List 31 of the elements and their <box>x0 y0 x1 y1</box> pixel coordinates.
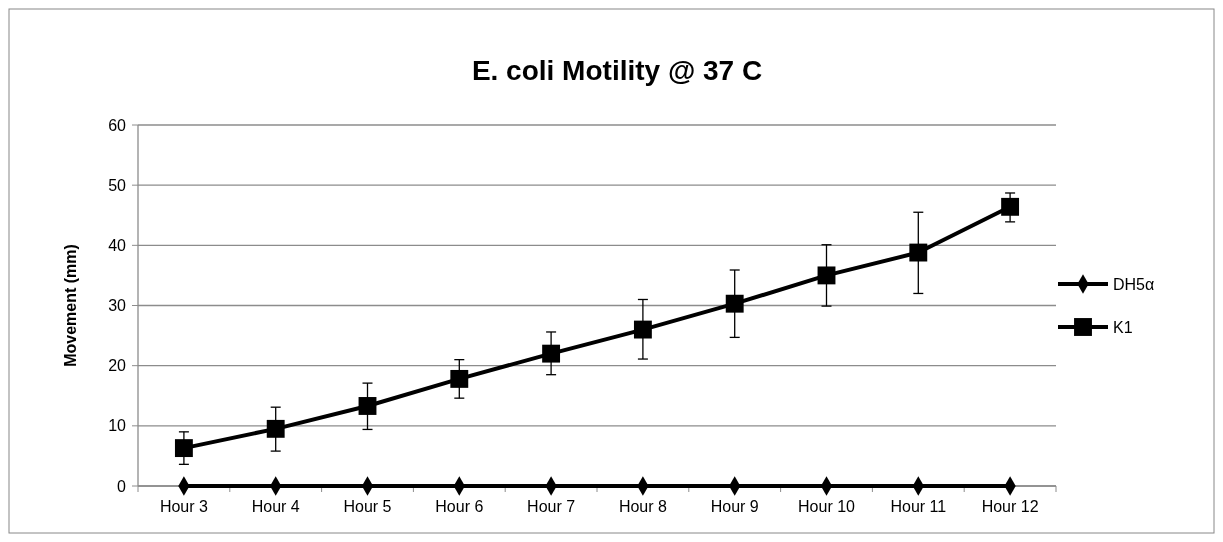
x-tick-label: Hour 8 <box>618 498 668 515</box>
x-tick-label: Hour 11 <box>890 498 947 515</box>
y-tick-label: 20 <box>108 357 127 375</box>
y-tick-label: 0 <box>117 477 127 495</box>
point <box>542 344 561 363</box>
y-tick-label: 40 <box>108 236 127 254</box>
point <box>725 294 744 313</box>
y-tick-label: 10 <box>108 417 127 435</box>
legend-label: K1 <box>1113 318 1133 336</box>
x-tick-label: Hour 7 <box>527 498 576 515</box>
point <box>174 439 193 458</box>
x-tick-label: Hour 5 <box>343 498 392 515</box>
point <box>1001 197 1020 216</box>
point <box>450 369 469 388</box>
point <box>266 419 285 438</box>
y-tick-label: 60 <box>108 116 127 134</box>
chart-title: E. coli Motility @ 37 C <box>471 55 763 86</box>
x-tick-label: Hour 12 <box>981 498 1039 515</box>
point <box>633 320 652 339</box>
y-tick-label: 30 <box>108 297 127 315</box>
x-tick-label: Hour 6 <box>435 498 484 515</box>
x-tick-label: Hour 4 <box>251 498 300 515</box>
point <box>909 243 928 262</box>
y-axis-title: Movement (mm) <box>62 244 79 367</box>
x-tick-label: Hour 3 <box>159 498 209 515</box>
point <box>817 266 836 285</box>
y-tick-label: 50 <box>108 176 127 194</box>
point <box>358 397 377 415</box>
x-tick-label: Hour 9 <box>710 498 759 515</box>
x-tick-label: Hour 10 <box>798 498 856 515</box>
legend-label: DH5α <box>1113 275 1155 293</box>
